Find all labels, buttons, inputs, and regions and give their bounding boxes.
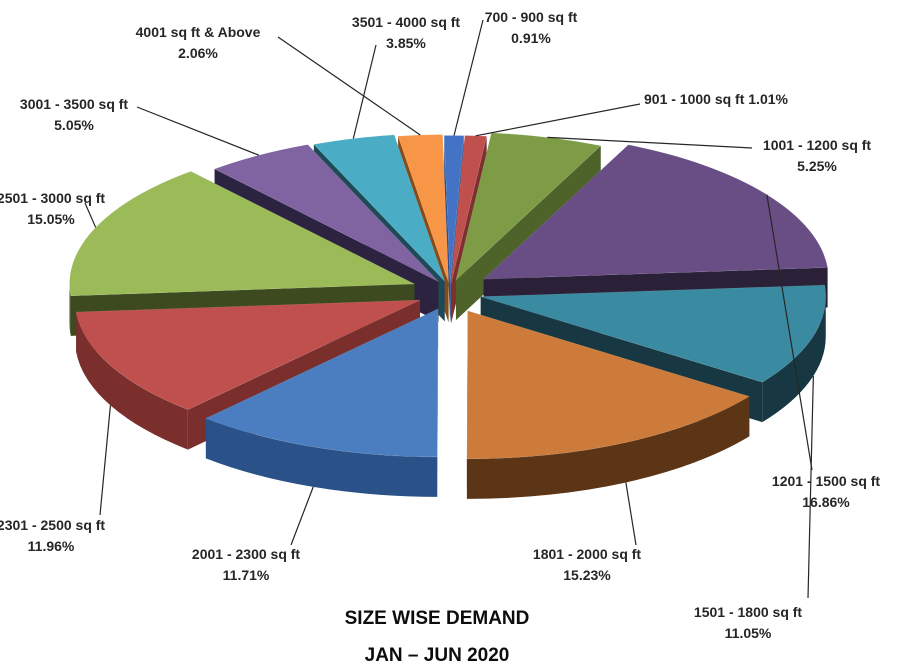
pie-slice-1201-1500-sq-ft — [482, 144, 828, 280]
leader-line — [453, 19, 484, 136]
leader-line — [547, 136, 753, 149]
leader-line — [290, 486, 314, 546]
slice-value-label: 5.05% — [54, 117, 94, 133]
slice-label: 1801 - 2000 sq ft — [533, 546, 642, 562]
slice-label: 4001 sq ft & Above — [136, 24, 261, 40]
leader-line — [99, 405, 112, 516]
slice-outer-side — [76, 312, 188, 450]
slice-wall — [437, 308, 439, 497]
pie-slice-2301-2500-sq-ft — [75, 299, 421, 410]
slice-label: 1001 - 1200 sq ft — [763, 137, 872, 153]
pie-slice-3001-3500-sq-ft — [213, 144, 439, 282]
slice-value-label: 15.23% — [563, 567, 611, 583]
slice-label: 3501 - 4000 sq ft — [352, 14, 461, 30]
pie-slice-1501-1800-sq-ft — [480, 284, 827, 383]
slice-value-label: 16.86% — [802, 494, 850, 510]
pie-slice-2501-3000-sq-ft — [69, 171, 415, 297]
slice-label: 3001 - 3500 sq ft — [20, 96, 129, 112]
slice-value-label: 2.06% — [178, 45, 218, 61]
leader-lines — [84, 19, 814, 599]
slice-value-label: 3.85% — [386, 35, 426, 51]
slice-outer-side — [466, 396, 750, 499]
slice-value-label: 11.96% — [28, 538, 75, 554]
slice-value-label: 15.05% — [27, 211, 75, 227]
slice-outer-side — [205, 418, 438, 497]
leader-line — [766, 194, 813, 471]
slice-label: 2301 - 2500 sq ft — [0, 517, 105, 533]
slice-label: 1501 - 1800 sq ft — [694, 604, 803, 620]
slice-outer-side — [69, 283, 71, 336]
slice-label: 901 - 1000 sq ft 1.01% — [644, 91, 789, 107]
slice-value-label: 11.71% — [223, 567, 270, 583]
slice-label: 2501 - 3000 sq ft — [0, 190, 105, 206]
slice-value-label: 5.25% — [797, 158, 837, 174]
leader-line — [807, 375, 814, 599]
leader-line — [277, 36, 421, 136]
slice-labels: 700 - 900 sq ft 0.91% 901 - 1000 sq ft 1.0… — [0, 9, 880, 641]
slice-label: 1201 - 1500 sq ft — [772, 473, 881, 489]
slice-label: 2001 - 2300 sq ft — [192, 546, 301, 562]
pie-slice-2001-2300-sq-ft — [205, 308, 439, 458]
pie-slice-1801-2000-sq-ft — [466, 310, 751, 460]
chart-title-line-1: SIZE WISE DEMAND — [345, 608, 530, 629]
leader-line — [84, 202, 97, 228]
leader-line — [475, 103, 641, 137]
pie-slice-3501-4000-sq-ft — [313, 134, 445, 282]
chart-title-line-2: JAN – JUN 2020 — [365, 645, 510, 666]
slice-label: 700 - 900 sq ft — [485, 9, 578, 25]
slice-value-label: 0.91% — [511, 30, 551, 46]
leader-line — [136, 106, 260, 156]
leader-line — [625, 482, 637, 546]
slice-tops — [69, 132, 828, 460]
leader-line — [352, 44, 377, 139]
slice-wall — [444, 135, 451, 324]
slice-value-label: 11.05% — [725, 625, 772, 641]
